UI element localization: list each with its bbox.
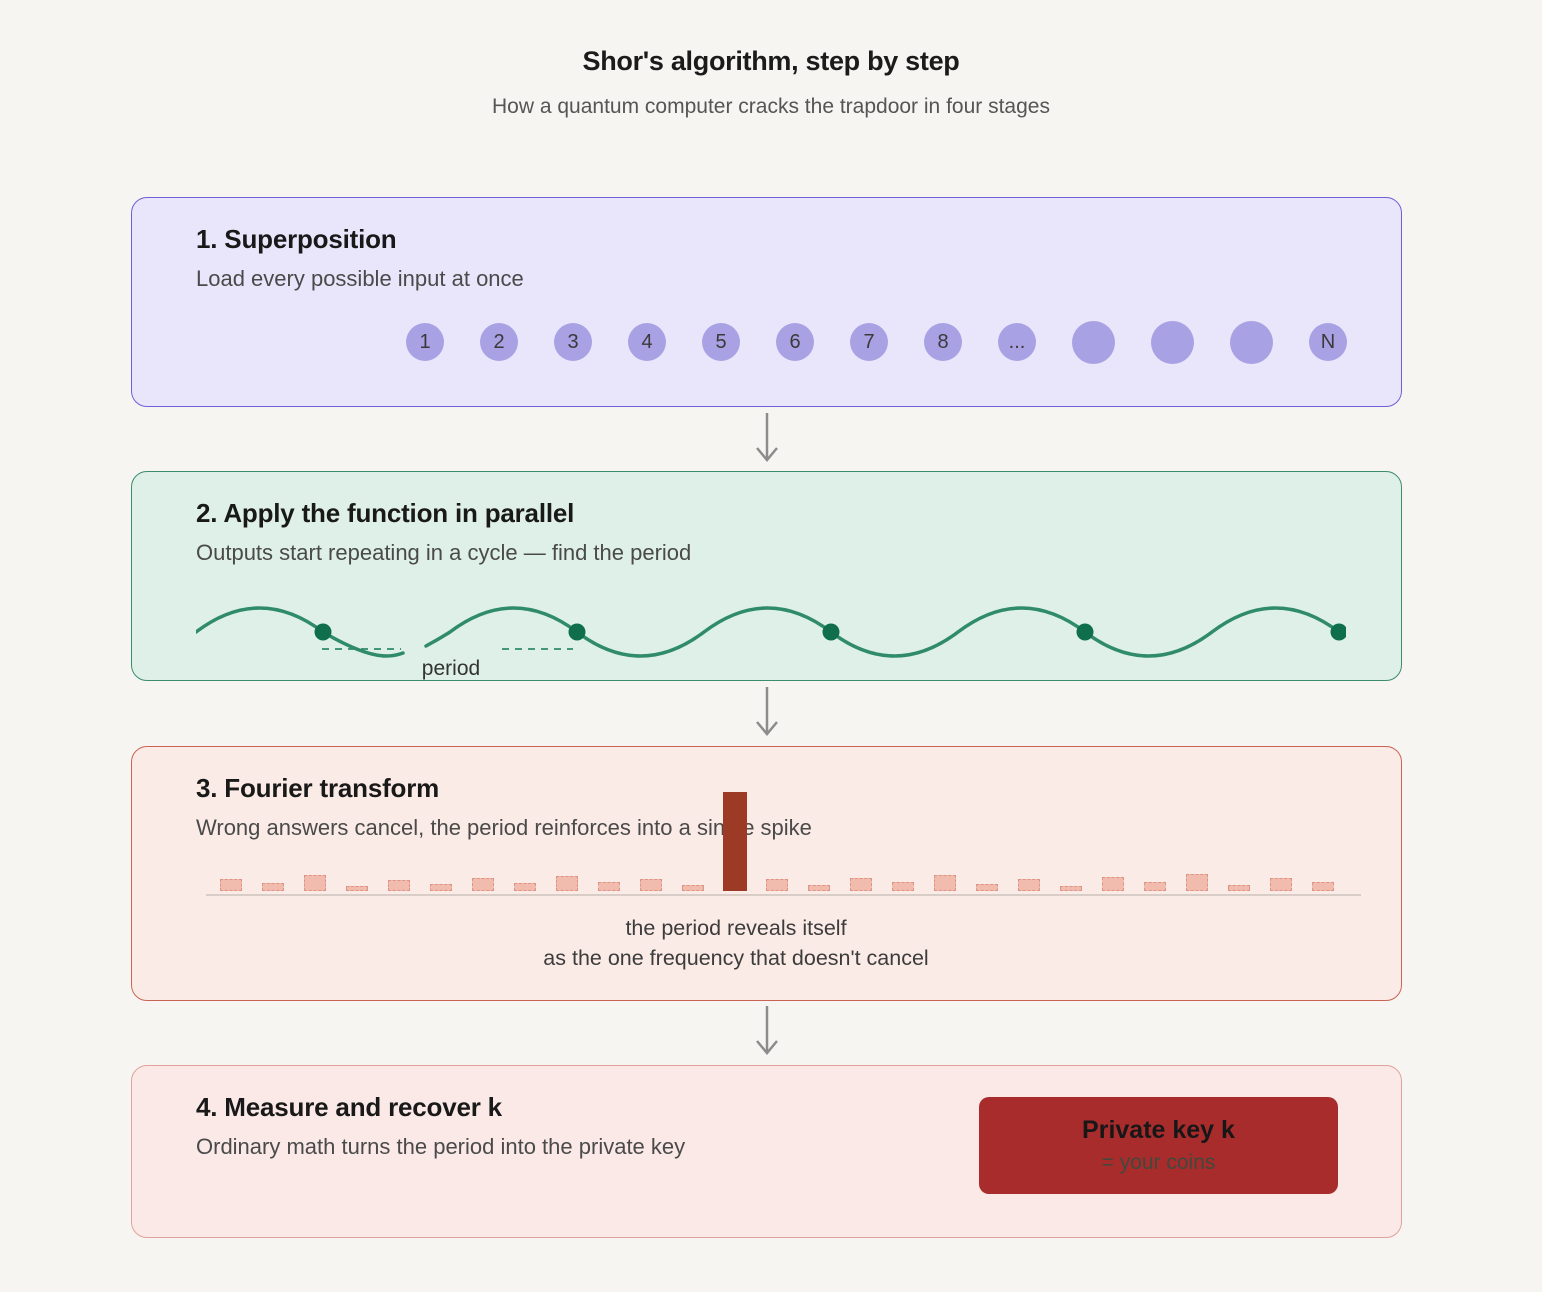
arrow-down-icon — [753, 1005, 781, 1068]
fourier-bar — [262, 883, 284, 891]
stage-card-superposition: 1. Superposition Load every possible inp… — [131, 197, 1402, 407]
qubit-circle-empty — [1072, 320, 1115, 364]
fourier-bar — [808, 885, 830, 891]
fourier-bar — [346, 886, 368, 891]
wave-dot — [314, 623, 332, 641]
fourier-bar — [766, 879, 788, 891]
wave-dot — [568, 623, 586, 641]
fourier-bar — [1228, 885, 1250, 891]
fourier-bar — [1312, 882, 1334, 891]
stage4-heading: 4. Measure and recover k — [196, 1092, 502, 1122]
fourier-bar — [220, 879, 242, 891]
fourier-bar — [892, 882, 914, 891]
qubit-circle: 7 — [850, 323, 888, 361]
fourier-bar — [1018, 879, 1040, 891]
arrow-down-icon — [753, 686, 781, 749]
qubit-circle: 4 — [628, 323, 666, 361]
stage-card-measure: 4. Measure and recover k Ordinary math t… — [131, 1065, 1402, 1238]
fourier-bar — [1270, 878, 1292, 891]
spike-caption-line1: the period reveals itself — [625, 916, 847, 940]
fourier-bar — [1102, 877, 1124, 891]
qubit-circle: 2 — [480, 323, 518, 361]
period-label: period — [422, 657, 480, 680]
fourier-bar — [976, 884, 998, 891]
qubit-circle: 8 — [924, 323, 962, 361]
page-header: Shor's algorithm, step by step How a qua… — [0, 46, 1542, 119]
spike-caption: the period reveals itself as the one fre… — [543, 913, 928, 973]
qubit-circle: 1 — [406, 323, 444, 361]
fourier-bar — [640, 879, 662, 891]
stage3-subtitle: Wrong answers cancel, the period reinfor… — [196, 815, 812, 840]
fourier-bar — [430, 884, 452, 891]
qubit-circle: ... — [998, 323, 1036, 361]
fourier-bar — [1060, 886, 1082, 891]
qubit-circle: 6 — [776, 323, 814, 361]
stage1-subtitle: Load every possible input at once — [196, 266, 524, 291]
wave-dot — [1076, 623, 1094, 641]
stage2-heading: 2. Apply the function in parallel — [196, 498, 575, 528]
stage4-subtitle: Ordinary math turns the period into the … — [196, 1134, 686, 1159]
private-key-badge-subtitle: = your coins — [1101, 1151, 1216, 1174]
fourier-bar — [850, 878, 872, 891]
qubit-circle-empty — [1151, 320, 1194, 364]
fourier-bar — [514, 883, 536, 891]
spike-caption-line2: as the one frequency that doesn't cancel — [543, 946, 929, 970]
page-subtitle: How a quantum computer cracks the trapdo… — [492, 95, 1050, 118]
fourier-bar — [556, 876, 578, 891]
stage-card-apply-function: 2. Apply the function in parallel Output… — [131, 471, 1402, 681]
qubit-circle: N — [1309, 323, 1347, 361]
stage2-subtitle: Outputs start repeating in a cycle — fin… — [196, 540, 692, 565]
stage1-heading: 1. Superposition — [196, 224, 397, 254]
qubit-circle: 5 — [702, 323, 740, 361]
fourier-bar — [304, 875, 326, 891]
qubit-circle-empty — [1230, 320, 1273, 364]
arrow-down-icon — [753, 412, 781, 475]
fourier-bar — [598, 882, 620, 891]
qubit-circle: 3 — [554, 323, 592, 361]
fourier-bar — [934, 875, 956, 891]
stage-card-fourier: 3. Fourier transform Wrong answers cance… — [131, 746, 1402, 1001]
private-key-badge-title: Private key k — [1082, 1116, 1235, 1144]
fourier-bar — [1186, 874, 1208, 891]
period-wave: period — [196, 606, 1346, 680]
spectrum-baseline — [206, 894, 1361, 896]
wave-dot — [1330, 623, 1346, 641]
fourier-spike-bar — [723, 792, 747, 891]
fourier-bar — [1144, 882, 1166, 891]
qubit-row: 1 2 3 4 5 6 7 8... N — [406, 320, 1347, 364]
wave-dot — [822, 623, 840, 641]
fourier-bar — [682, 885, 704, 891]
fourier-bar — [388, 880, 410, 891]
stage3-heading: 3. Fourier transform — [196, 773, 440, 803]
page-title: Shor's algorithm, step by step — [582, 46, 960, 76]
fourier-bar — [472, 878, 494, 891]
private-key-badge: Private key k = your coins — [979, 1097, 1338, 1194]
